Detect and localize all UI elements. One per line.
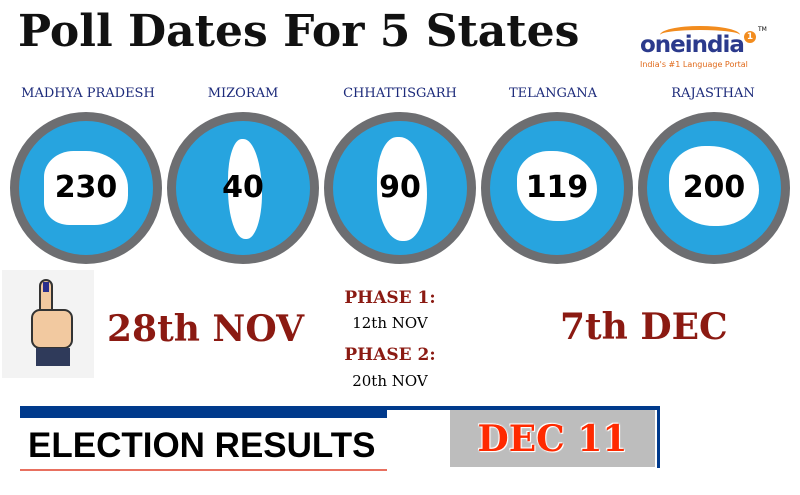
oneindia-logo: oneindia 1 TM India's #1 Language Portal [638, 26, 768, 76]
results-label: ELECTION RESULTS [20, 418, 387, 471]
voting-finger-icon [2, 270, 94, 378]
seat-count: 230 [54, 170, 118, 205]
map-shape [377, 137, 427, 241]
results-date: DEC 11 [450, 410, 655, 467]
map-shape [44, 151, 128, 225]
map-shape [228, 139, 262, 239]
map-shape [517, 151, 597, 221]
state-label: CHHATTISGARH [343, 86, 457, 101]
state-label: MADHYA PRADESH [21, 86, 155, 101]
state-circle: 230 [10, 112, 162, 264]
seat-count: 90 [379, 170, 421, 205]
state-circle: 200 [638, 112, 790, 264]
state-circle: 119 [481, 112, 633, 264]
logo-tagline: India's #1 Language Portal [640, 60, 748, 69]
state-circle: 40 [167, 112, 319, 264]
phase2-label: PHASE 2: [344, 345, 436, 365]
state-label: RAJASTHAN [671, 86, 755, 101]
phase1-label: PHASE 1: [344, 288, 436, 308]
state-label: MIZORAM [207, 86, 279, 101]
divider-bar [657, 406, 660, 468]
seat-count: 40 [222, 170, 264, 205]
phase2-date: 20th NOV [352, 372, 428, 390]
page-title: Poll Dates For 5 States [18, 6, 580, 57]
logo-swoosh [660, 26, 740, 44]
state-circle: 90 [324, 112, 476, 264]
divider-bar [20, 406, 387, 418]
seat-count: 119 [525, 170, 589, 205]
phase1-date: 12th NOV [352, 314, 428, 332]
logo-badge: 1 [744, 31, 756, 43]
logo-name: oneindia [640, 32, 745, 58]
first-phase-date: 28th NOV [107, 308, 304, 350]
seat-count: 200 [682, 170, 746, 205]
map-shape [669, 146, 759, 226]
last-phase-date: 7th DEC [560, 306, 728, 348]
divider-bar [387, 406, 660, 410]
state-label: TELANGANA [508, 86, 598, 101]
logo-tm: TM [758, 26, 767, 33]
